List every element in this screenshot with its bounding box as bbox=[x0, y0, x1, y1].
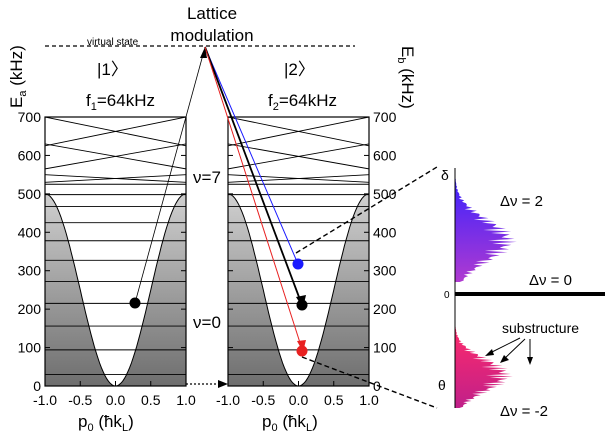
band-label-upper: ν=7 bbox=[193, 168, 221, 187]
right-xlabel: p0 (ħkL) bbox=[262, 412, 318, 434]
spectrum: δ 0 θ Δν = 2 Δν = 0 Δν = -2 substructure bbox=[438, 167, 605, 420]
right-black-dot bbox=[296, 299, 308, 311]
ytick-label: 700 bbox=[373, 109, 397, 125]
left-ylabel: Ea (kHz) bbox=[7, 45, 29, 108]
xtick-label: 1.0 bbox=[176, 392, 196, 408]
spectrum-lower-peaks bbox=[455, 326, 513, 408]
ytick-label: 500 bbox=[18, 186, 42, 202]
spectrum-peak-area bbox=[455, 326, 513, 408]
ytick-label: 700 bbox=[18, 109, 42, 125]
ytick-label: 400 bbox=[18, 224, 42, 240]
spectrum-upper-peaks bbox=[455, 178, 517, 282]
free-band bbox=[228, 143, 369, 170]
zoom-line-lower bbox=[301, 356, 438, 409]
right-potential bbox=[228, 193, 369, 386]
xtick-label: 1.0 bbox=[359, 392, 379, 408]
substructure-arrowhead-2 bbox=[500, 355, 509, 363]
free-band bbox=[45, 174, 186, 183]
spectrum-peak-area bbox=[455, 178, 517, 282]
spectrum-substructure: substructure bbox=[502, 320, 579, 336]
ytick-label: 400 bbox=[373, 224, 397, 240]
xtick-label: -1.0 bbox=[216, 392, 240, 408]
spectrum-theta: θ bbox=[438, 377, 446, 393]
virtual-state-label: virtual state bbox=[87, 37, 139, 48]
left-panel: 0 100 200 300 400 500 600 700 -1.0 -0.5 0.0 0.5 1.0… bbox=[7, 45, 196, 434]
spectrum-label-zero: Δν = 0 bbox=[529, 272, 572, 289]
xtick-label: 0.0 bbox=[106, 392, 126, 408]
left-frequency: f1=64kHz bbox=[86, 91, 155, 113]
spectrum-label-minus: Δν = -2 bbox=[500, 403, 548, 420]
title-line1: Lattice bbox=[187, 4, 237, 23]
right-state-label: |2〉 bbox=[284, 60, 315, 79]
right-xticks: -1.0 -0.5 0.0 0.5 1.0 bbox=[216, 381, 379, 408]
xtick-label: 0.5 bbox=[141, 392, 161, 408]
substructure-arrow-2 bbox=[502, 338, 526, 361]
left-xticks: -1.0 -0.5 0.0 0.5 1.0 bbox=[33, 381, 196, 408]
right-red-dot bbox=[296, 345, 308, 357]
transition-arrows bbox=[134, 46, 308, 357]
xtick-label: 0.0 bbox=[289, 392, 309, 408]
free-band bbox=[45, 117, 186, 147]
right-blue-dot bbox=[292, 258, 304, 270]
xtick-label: -0.5 bbox=[251, 392, 275, 408]
substructure-arrowhead-3 bbox=[527, 357, 533, 365]
xtick-label: -0.5 bbox=[68, 392, 92, 408]
ytick-label: 300 bbox=[373, 263, 397, 279]
substructure-arrows bbox=[485, 337, 533, 365]
potential-curve-line bbox=[45, 193, 186, 386]
spectrum-zero: 0 bbox=[444, 290, 450, 301]
ytick-label: 600 bbox=[373, 147, 397, 163]
left-bands bbox=[45, 117, 186, 375]
spectrum-delta: δ bbox=[441, 167, 449, 183]
ytick-label: 100 bbox=[18, 340, 42, 356]
free-band bbox=[45, 143, 186, 170]
spectrum-label-plus: Δν = 2 bbox=[500, 193, 543, 210]
free-band bbox=[228, 174, 369, 183]
ytick-label: 200 bbox=[18, 301, 42, 317]
ytick-label: 100 bbox=[373, 340, 397, 356]
blue-transition bbox=[204, 46, 299, 265]
substructure-arrow-1 bbox=[487, 337, 521, 355]
ytick-label: 200 bbox=[373, 301, 397, 317]
right-frequency: f2=64kHz bbox=[268, 91, 337, 113]
ytick-label: 0 bbox=[33, 378, 41, 394]
zoom-line-upper bbox=[295, 166, 438, 254]
ytick-label: 500 bbox=[373, 186, 397, 202]
right-potential-curve bbox=[228, 193, 369, 386]
left-yticks: 0 100 200 300 400 500 600 700 bbox=[18, 109, 186, 394]
right-ylabel: Eb (kHz) bbox=[395, 46, 417, 109]
black-transition bbox=[204, 46, 303, 306]
substructure-arrowhead-1 bbox=[485, 349, 494, 356]
title-line2: modulation bbox=[170, 26, 253, 45]
left-xlabel: p0 (ħkL) bbox=[78, 412, 134, 434]
red-transition bbox=[204, 46, 303, 350]
band-label-lower: ν=0 bbox=[193, 313, 221, 332]
excitation-arrow bbox=[134, 50, 205, 304]
left-potential bbox=[45, 193, 186, 386]
potential-curve-line bbox=[228, 193, 369, 386]
xtick-label: -1.0 bbox=[33, 392, 57, 408]
xtick-label: 0.5 bbox=[324, 392, 344, 408]
left-potential-curve bbox=[45, 193, 186, 386]
ytick-label: 300 bbox=[18, 263, 42, 279]
ytick-label: 600 bbox=[18, 147, 42, 163]
left-state-label: |1〉 bbox=[97, 60, 128, 79]
free-band bbox=[228, 117, 369, 147]
bottom-connector-arrowhead bbox=[218, 380, 228, 388]
